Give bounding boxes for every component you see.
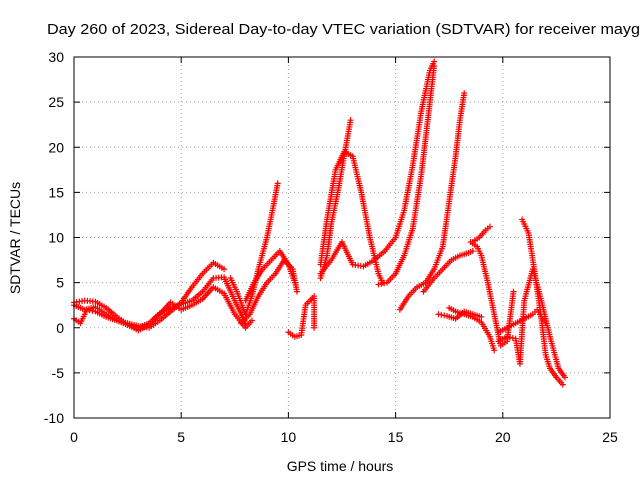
series-track-12	[396, 90, 468, 313]
data-point	[431, 63, 438, 70]
data-point	[274, 180, 281, 187]
x-tick-label: 15	[388, 429, 404, 445]
x-tick-label: 5	[177, 429, 185, 445]
data-point-dense	[441, 312, 448, 319]
data-point	[291, 279, 298, 286]
grid-lines	[74, 57, 610, 418]
data-point	[491, 347, 498, 354]
data-point	[469, 248, 476, 255]
data-point-dense	[506, 334, 513, 341]
series-track-13	[420, 248, 476, 295]
data-point	[347, 117, 354, 124]
data-point	[293, 288, 300, 295]
data-point-dense	[438, 311, 445, 318]
y-tick-labels: -10 -5 0 5 10 15 20 25 30	[44, 49, 64, 426]
series-track-19	[519, 216, 566, 388]
y-axis-label: SDTVAR / TECUs	[7, 182, 23, 294]
data-point-dense	[509, 334, 516, 341]
series-track-6	[242, 248, 298, 304]
data-point-dense	[378, 280, 385, 287]
data-point	[542, 320, 549, 327]
y-tick-label: 15	[48, 184, 64, 200]
series-track-11	[375, 63, 438, 288]
series-track-9	[317, 148, 386, 286]
data-point	[478, 313, 485, 320]
data-point	[311, 324, 318, 331]
data-point	[559, 381, 566, 388]
axis-ticks	[73, 56, 611, 419]
data-point	[461, 90, 468, 97]
series-track-15	[446, 304, 498, 354]
y-tick-label: 10	[48, 230, 64, 246]
y-tick-label: 0	[56, 320, 64, 336]
series-track-5	[238, 257, 300, 327]
y-tick-label: 5	[56, 275, 64, 291]
y-tick-label: 20	[48, 139, 64, 155]
x-tick-label: 10	[281, 429, 297, 445]
series-track-20	[495, 306, 549, 336]
y-tick-label: -5	[52, 365, 65, 381]
x-tick-label: 25	[602, 429, 618, 445]
chart-title: Day 260 of 2023, Sidereal Day-to-day VTE…	[47, 22, 640, 38]
data-marks	[71, 58, 568, 388]
y-tick-label: -10	[44, 410, 64, 426]
data-point	[221, 266, 228, 273]
series-track-18	[495, 266, 568, 381]
data-point	[248, 317, 255, 324]
series-track-3	[71, 259, 228, 331]
series-track-10	[317, 58, 438, 277]
data-point	[510, 288, 517, 295]
series-track-7	[285, 293, 318, 340]
data-point-dense	[381, 280, 388, 287]
series-track-16	[467, 239, 517, 349]
data-point	[435, 311, 442, 318]
y-tick-label: 25	[48, 94, 64, 110]
x-tick-label: 20	[495, 429, 511, 445]
series-track-17	[469, 223, 493, 246]
data-point	[375, 281, 382, 288]
x-tick-label: 0	[70, 429, 78, 445]
y-tick-label: 30	[48, 49, 64, 65]
data-point	[561, 374, 568, 381]
x-tick-labels: 0 5 10 15 20 25	[70, 429, 618, 445]
data-point	[504, 333, 511, 340]
data-point	[486, 223, 493, 230]
x-axis-label: GPS time / hours	[287, 458, 394, 474]
